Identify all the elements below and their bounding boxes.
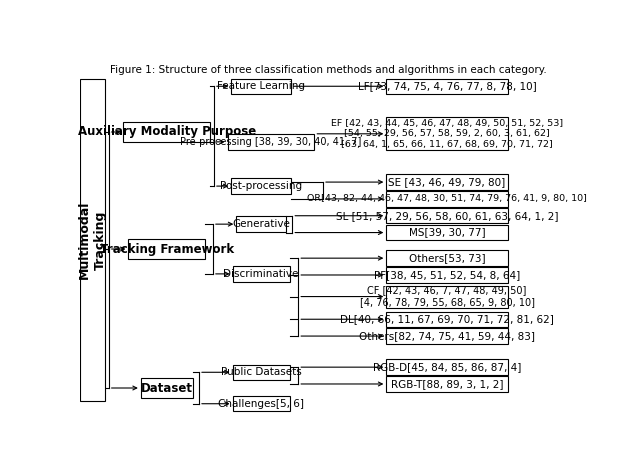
FancyBboxPatch shape bbox=[387, 376, 508, 392]
Text: OR[43, 82, 44, 46, 47, 48, 30, 51, 74, 79, 76, 41, 9, 80, 10]: OR[43, 82, 44, 46, 47, 48, 30, 51, 74, 7… bbox=[307, 194, 587, 203]
FancyBboxPatch shape bbox=[387, 267, 508, 283]
Text: Generative: Generative bbox=[232, 219, 290, 229]
FancyBboxPatch shape bbox=[232, 266, 289, 282]
Text: Tracking Framework: Tracking Framework bbox=[100, 243, 234, 256]
FancyBboxPatch shape bbox=[387, 360, 508, 375]
Text: Multimodal
Tracking: Multimodal Tracking bbox=[78, 200, 107, 279]
Text: Post-processing: Post-processing bbox=[220, 181, 302, 191]
FancyBboxPatch shape bbox=[231, 179, 291, 194]
Text: Others[53, 73]: Others[53, 73] bbox=[409, 253, 485, 263]
Text: Public Datasets: Public Datasets bbox=[221, 367, 301, 377]
FancyBboxPatch shape bbox=[387, 250, 508, 266]
Text: Pre-processing [38, 39, 30, 40, 41, 7]: Pre-processing [38, 39, 30, 40, 41, 7] bbox=[180, 137, 362, 147]
Text: Feature Learning: Feature Learning bbox=[217, 81, 305, 91]
FancyBboxPatch shape bbox=[124, 122, 210, 142]
Text: SE [43, 46, 49, 79, 80]: SE [43, 46, 49, 79, 80] bbox=[388, 177, 506, 187]
Text: CF [42, 43, 46, 7, 47, 48, 49, 50]
[4, 76, 78, 79, 55, 68, 65, 9, 80, 10]: CF [42, 43, 46, 7, 47, 48, 49, 50] [4, 7… bbox=[360, 285, 534, 308]
FancyBboxPatch shape bbox=[387, 285, 508, 307]
Text: RGB-D[45, 84, 85, 86, 87, 4]: RGB-D[45, 84, 85, 86, 87, 4] bbox=[373, 362, 521, 372]
FancyBboxPatch shape bbox=[228, 134, 314, 150]
FancyBboxPatch shape bbox=[387, 191, 508, 207]
FancyBboxPatch shape bbox=[231, 78, 291, 94]
Text: Dataset: Dataset bbox=[141, 381, 193, 395]
Text: PF[38, 45, 51, 52, 54, 8, 64]: PF[38, 45, 51, 52, 54, 8, 64] bbox=[374, 270, 520, 280]
Text: MS[39, 30, 77]: MS[39, 30, 77] bbox=[409, 228, 485, 238]
FancyBboxPatch shape bbox=[387, 328, 508, 344]
FancyBboxPatch shape bbox=[387, 208, 508, 223]
Text: Auxiliary Modality Purpose: Auxiliary Modality Purpose bbox=[77, 125, 256, 139]
FancyBboxPatch shape bbox=[232, 365, 289, 380]
FancyBboxPatch shape bbox=[387, 78, 508, 94]
Text: LF[73, 74, 75, 4, 76, 77, 8, 78, 10]: LF[73, 74, 75, 4, 76, 77, 8, 78, 10] bbox=[358, 81, 536, 91]
FancyBboxPatch shape bbox=[79, 79, 106, 401]
FancyBboxPatch shape bbox=[387, 225, 508, 240]
Text: EF [42, 43, 44, 45, 46, 47, 48, 49, 50, 51, 52, 53]
[54, 55, 29, 56, 57, 58, 59,: EF [42, 43, 44, 45, 46, 47, 48, 49, 50, … bbox=[331, 119, 563, 149]
Text: Discriminative: Discriminative bbox=[223, 269, 299, 279]
Text: RGB-T[88, 89, 3, 1, 2]: RGB-T[88, 89, 3, 1, 2] bbox=[391, 379, 503, 389]
FancyBboxPatch shape bbox=[141, 378, 193, 398]
FancyBboxPatch shape bbox=[232, 396, 289, 411]
FancyBboxPatch shape bbox=[387, 312, 508, 327]
Text: Figure 1: Structure of three classification methods and algorithms in each categ: Figure 1: Structure of three classificat… bbox=[109, 65, 547, 75]
FancyBboxPatch shape bbox=[129, 239, 205, 259]
FancyBboxPatch shape bbox=[387, 117, 508, 150]
Text: Others[82, 74, 75, 41, 59, 44, 83]: Others[82, 74, 75, 41, 59, 44, 83] bbox=[359, 331, 535, 341]
Text: DL[40, 66, 11, 67, 69, 70, 71, 72, 81, 62]: DL[40, 66, 11, 67, 69, 70, 71, 72, 81, 6… bbox=[340, 314, 554, 324]
FancyBboxPatch shape bbox=[387, 174, 508, 190]
Text: SL [51, 57, 29, 56, 58, 60, 61, 63, 64, 1, 2]: SL [51, 57, 29, 56, 58, 60, 61, 63, 64, … bbox=[336, 211, 558, 221]
Text: Challenges[5, 6]: Challenges[5, 6] bbox=[218, 399, 304, 408]
FancyBboxPatch shape bbox=[236, 217, 286, 232]
